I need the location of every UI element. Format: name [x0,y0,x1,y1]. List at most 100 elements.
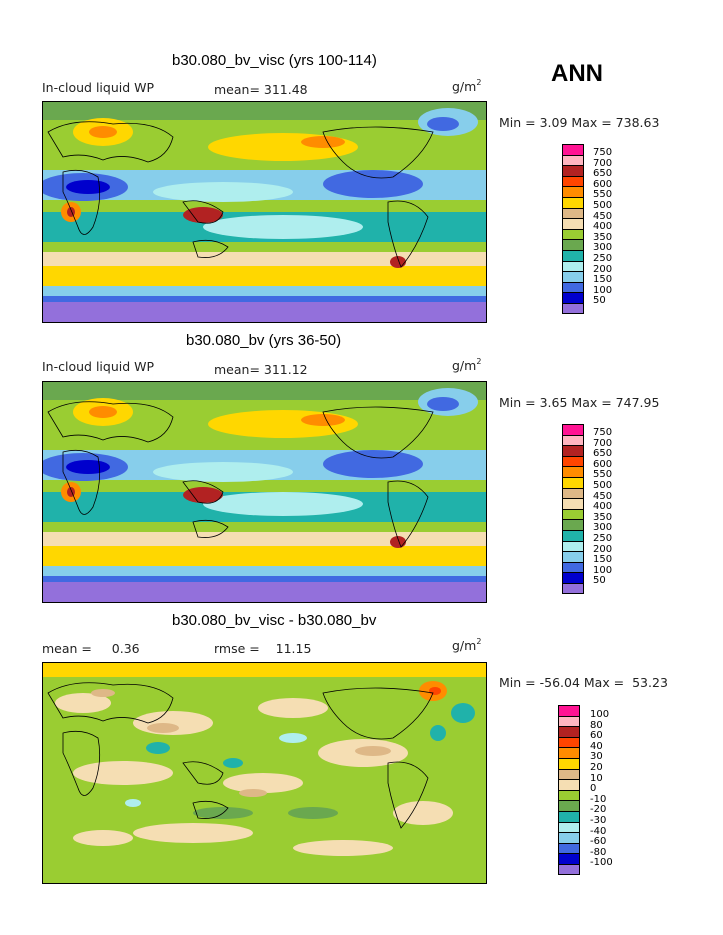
legend-swatch [562,434,584,446]
legend-label: 750 [593,427,613,438]
legend-swatch [562,281,584,293]
legend-swatch [562,207,584,219]
legend-swatch [562,540,584,552]
legend-label: 0 [590,783,597,795]
legend-label: -20 [590,804,607,816]
legend-swatch [558,736,580,748]
units-exponent: 2 [476,357,482,366]
legend-swatch [562,561,584,573]
legend-label: 500 [593,480,613,491]
legend-label: 450 [593,210,613,222]
legend-label: 100 [590,709,610,720]
legend-swatch [562,292,584,303]
legend-label: 100 [593,564,613,576]
legend-label: 60 [590,730,603,742]
panel-3-units: g/m2 [452,637,481,653]
legend-label: -100 [590,857,613,869]
legend-label: 550 [593,469,613,481]
legend-label: 450 [593,490,613,502]
legend-label: 750 [593,147,613,158]
legend-swatch [562,508,584,520]
legend-swatch [562,476,584,488]
legend-swatch [558,705,580,716]
legend-label: 300 [593,522,613,534]
legend-label: 250 [593,253,613,264]
legend-label: 650 [593,168,613,180]
units-text: g/m [452,638,477,653]
legend-label: 200 [593,543,613,555]
legend-swatch [558,768,580,780]
legend-swatch [562,529,584,541]
panel-1-map [42,101,487,323]
legend-swatch [558,800,580,811]
panel-1-minmax: Min = 3.09 Max = 738.63 [499,115,660,130]
legend-swatch [558,821,580,833]
panel-3-map-graphic [43,663,486,883]
legend-label: -10 [590,793,607,805]
panel-2-units: g/m2 [452,357,481,373]
legend-swatch [558,757,580,769]
legend-label: 700 [593,157,613,169]
panel-2-mean-label: mean= 311.12 [214,362,308,377]
legend-label: 200 [593,263,613,275]
legend-label: 550 [593,189,613,201]
legend-swatch [558,863,580,875]
legend-label: 150 [593,274,613,286]
legend-swatch [558,715,580,727]
season-label: ANN [551,60,603,87]
legend-swatch [562,487,584,499]
panel-1-left-label: In-cloud liquid WP [42,80,155,95]
legend-swatch [562,551,584,562]
legend-swatch [558,810,580,822]
legend-swatch [562,228,584,240]
legend-swatch [558,789,580,801]
legend-swatch [562,519,584,530]
legend-swatch [562,424,584,435]
units-text: g/m [452,358,477,373]
legend-swatch [562,165,584,176]
legend-label: 100 [593,284,613,296]
legend-swatch [562,445,584,456]
legend-label: 600 [593,178,613,190]
panel-2-legend-bar [562,424,584,594]
panel-3-rmse-label: rmse = 11.15 [214,641,312,656]
panel-2-left-label: In-cloud liquid WP [42,359,155,374]
legend-label: -80 [590,846,607,858]
legend-label: 40 [590,740,603,752]
legend-label: 50 [593,575,606,587]
legend-swatch [562,572,584,583]
legend-swatch [562,302,584,314]
legend-label: 500 [593,200,613,211]
panel-3-title: b30.080_bv_visc - b30.080_bv [172,612,377,629]
units-exponent: 2 [476,637,482,646]
panel-1-units: g/m2 [452,78,481,94]
legend-label: -40 [590,825,607,837]
legend-swatch [562,260,584,272]
legend-swatch [558,853,580,864]
panel-1-mean-label: mean= 311.48 [214,82,308,97]
legend-swatch [562,154,584,166]
panel-1-map-graphic [43,102,486,322]
legend-swatch [562,271,584,282]
legend-swatch [562,498,584,509]
legend-swatch [558,832,580,843]
legend-swatch [562,455,584,467]
legend-swatch [558,747,580,758]
legend-label: 250 [593,533,613,544]
legend-swatch [558,779,580,790]
legend-swatch [562,582,584,594]
legend-swatch [562,218,584,229]
panel-1-legend-bar [562,144,584,314]
legend-label: 150 [593,554,613,566]
panel-2-title: b30.080_bv (yrs 36-50) [186,332,342,349]
panel-3-legend-bar [558,705,580,875]
legend-label: 50 [593,295,606,307]
legend-label: 400 [593,221,613,233]
panel-3-map [42,662,487,884]
units-text: g/m [452,79,477,94]
legend-swatch [562,249,584,261]
panel-3-minmax: Min = -56.04 Max = 53.23 [499,675,668,690]
legend-label: 400 [593,501,613,513]
legend-label: 700 [593,437,613,449]
legend-label: 20 [590,762,603,773]
